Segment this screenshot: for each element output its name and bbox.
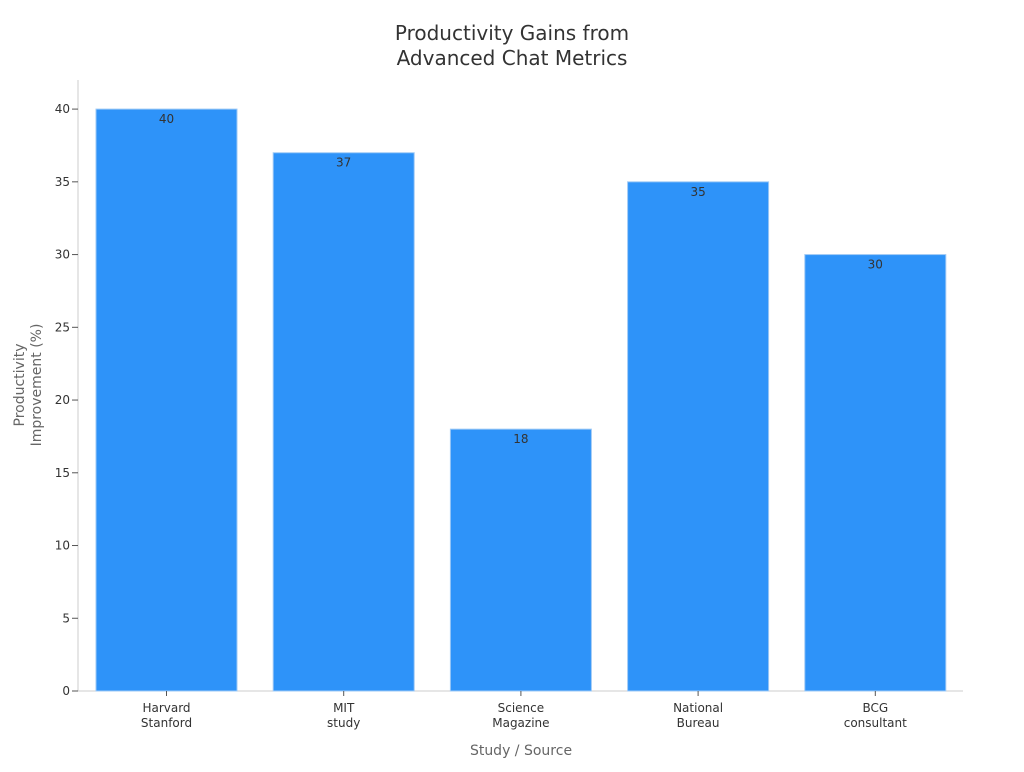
bar-value-label: 37 <box>336 156 351 170</box>
y-tick-label: 25 <box>55 320 70 334</box>
y-tick-label: 40 <box>55 102 70 116</box>
bar <box>95 108 238 692</box>
x-tick-label: National <box>673 701 723 715</box>
bar-value-label: 40 <box>159 112 174 126</box>
bar-value-label: 30 <box>868 258 883 272</box>
y-axis-label: ProductivityImprovement (%) <box>12 324 45 447</box>
chart-title-line: Advanced Chat Metrics <box>397 46 628 70</box>
y-tick-label: 30 <box>55 248 70 262</box>
y-tick-label: 10 <box>55 539 70 553</box>
bars <box>95 108 947 692</box>
x-tick-label: MIT <box>333 701 355 715</box>
bar-value-label: 35 <box>690 185 705 199</box>
x-tick-label: consultant <box>844 716 907 730</box>
x-tick-label: Harvard <box>142 701 190 715</box>
x-tick-label: Magazine <box>492 716 549 730</box>
bar <box>804 254 947 692</box>
y-axis-label-line: Productivity <box>12 344 28 427</box>
y-tick-label: 15 <box>55 466 70 480</box>
bar-value-label: 18 <box>513 432 528 446</box>
x-tick-label: Bureau <box>677 716 720 730</box>
chart-title-line: Productivity Gains from <box>395 21 629 45</box>
bar <box>449 428 592 692</box>
y-tick-label: 35 <box>55 175 70 189</box>
y-axis-ticks: 0 5 10 15 20 25 30 35 40 <box>55 102 78 698</box>
x-tick-label: Science <box>498 701 545 715</box>
y-axis-label-text: ProductivityImprovement (%) <box>12 324 45 447</box>
bar <box>272 152 415 692</box>
x-axis-label: Study / Source <box>470 743 572 759</box>
y-tick-label: 5 <box>62 611 70 625</box>
x-tick-label: BCG <box>862 701 888 715</box>
y-tick-label: 0 <box>62 684 70 698</box>
bar <box>627 181 770 692</box>
value-labels: 40 37 18 35 30 <box>159 112 883 446</box>
x-tick-label: Stanford <box>141 716 192 730</box>
x-tick-label: study <box>327 716 360 730</box>
y-axis-label-line: Improvement (%) <box>29 324 45 447</box>
y-tick-label: 20 <box>55 393 70 407</box>
